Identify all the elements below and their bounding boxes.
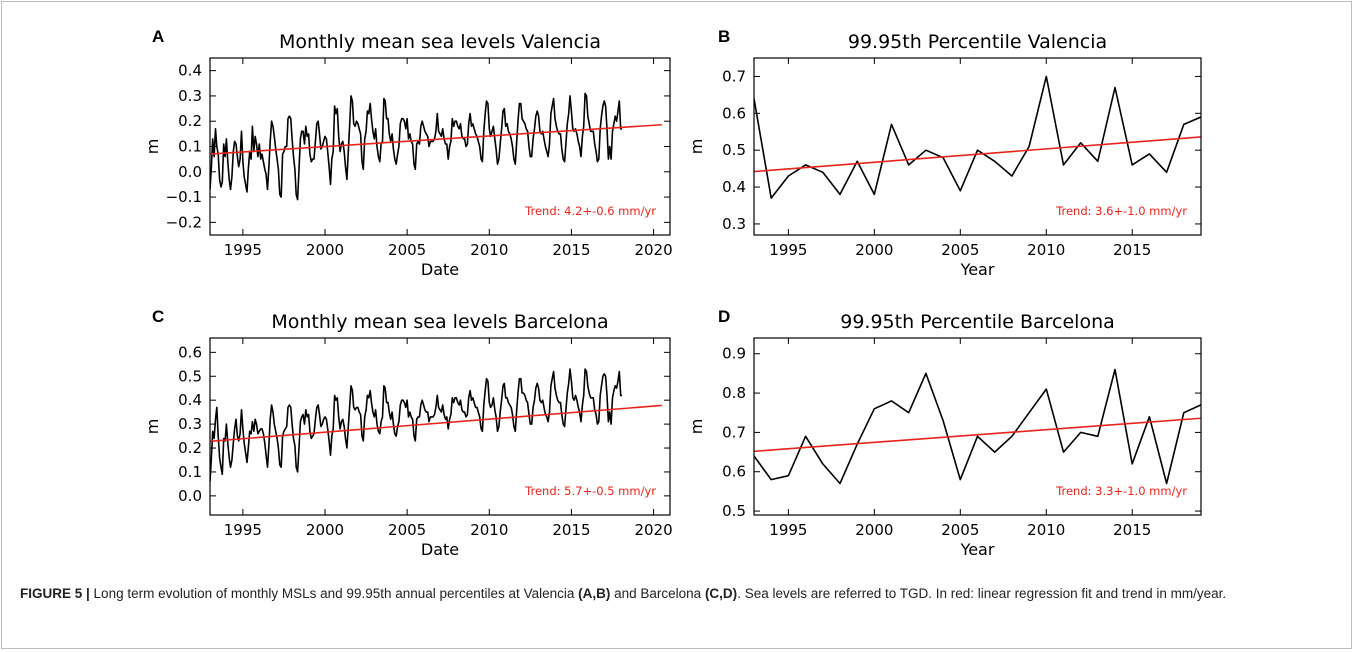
panel-d-ylabel: m [687, 419, 706, 435]
panel-d-ytick-label-3: 0.8 [722, 384, 746, 402]
panel-d-xlabel: Year [960, 540, 995, 559]
caption-ref-2: (C,D) [704, 586, 738, 601]
panel-d-ytick-label-2: 0.7 [722, 423, 746, 441]
caption-text-3: . Sea levels are referred to TGD. In red… [737, 586, 1227, 601]
panel-c-ytick-label-6: 0.6 [178, 343, 202, 361]
caption-ref-1: (A,B) [578, 586, 611, 601]
caption-text-2: and Barcelona [610, 586, 705, 601]
panel-c-axes-frame [209, 337, 671, 516]
panel-a-xtick-label-3: 2010 [470, 241, 508, 259]
panel-b-chart: B 99.95th Percentile Valencia 1995 2000 2005… [687, 27, 1202, 279]
panel-a-xlabel: Date [421, 260, 459, 279]
panel-a-ytick-label-3: 0.1 [178, 138, 202, 156]
panel-a-xtick-label-2: 2005 [388, 241, 426, 259]
panel-a-ytick-label-0: −0.2 [166, 213, 202, 231]
panel-a-chart: A Monthly mean sea levels Valencia 1995 200… [143, 27, 673, 279]
panel-d-series-line-0 [754, 368, 1201, 485]
panel-d-label: D [718, 307, 730, 326]
panel-c-trend-label: Trend: 5.7+-0.5 mm/yr [524, 484, 656, 498]
panel-a-ytick-label-6: 0.4 [178, 62, 202, 80]
panel-a-series-line-0 [210, 92, 623, 201]
panel-c-fit-line [210, 404, 662, 443]
panel-b-axes-frame [753, 57, 1202, 236]
panel-c-ytick-label-4: 0.4 [178, 391, 202, 409]
caption-text-1: Long term evolution of monthly MSLs and … [89, 586, 579, 601]
panel-c-chart: C Monthly mean sea levels Barcelona 1995 20… [143, 307, 673, 559]
panel-b-xtick-label-1: 2000 [855, 241, 893, 259]
panel-a-trend-label: Trend: 4.2+-0.6 mm/yr [524, 204, 656, 218]
panel-c-xtick-label-0: 1995 [224, 521, 262, 539]
panel-b-xtick-label-2: 2005 [941, 241, 979, 259]
panel-c-xtick-label-2: 2005 [388, 521, 426, 539]
panel-a-xtick-label-4: 2015 [552, 241, 590, 259]
panel-c-ytick-label-3: 0.3 [178, 415, 202, 433]
panel-a-fit-line [210, 123, 662, 155]
panel-a-ytick-label-2: 0.0 [178, 163, 202, 181]
panel-b-xtick-label-4: 2015 [1113, 241, 1151, 259]
panel-c-xtick-label-3: 2010 [470, 521, 508, 539]
panel-c-xtick-label-5: 2020 [634, 521, 672, 539]
panel-c-label: C [152, 307, 164, 326]
panel-c-title: Monthly mean sea levels Barcelona [271, 311, 608, 333]
panel-b-ytick-label-1: 0.4 [722, 178, 746, 196]
panel-b-fit-line [754, 136, 1201, 173]
panel-b-trend-label: Trend: 3.6+-1.0 mm/yr [1055, 204, 1187, 218]
panel-b-ylabel: m [687, 139, 706, 155]
panel-d-xtick-label-2: 2005 [941, 521, 979, 539]
panel-d-fit-line [754, 417, 1201, 453]
panel-d-xtick-label-3: 2010 [1027, 521, 1065, 539]
panel-d-xtick-label-4: 2015 [1113, 521, 1151, 539]
panel-a-ytick-label-5: 0.3 [178, 87, 202, 105]
panel-d-xtick-label-1: 2000 [855, 521, 893, 539]
panel-c-xlabel: Date [421, 540, 459, 559]
panel-a-xtick-label-5: 2020 [634, 241, 672, 259]
panel-a-ylabel: m [143, 139, 162, 155]
panel-b-xlabel: Year [960, 260, 995, 279]
caption-label: FIGURE 5 | [20, 586, 90, 601]
panel-c-ytick-label-5: 0.5 [178, 367, 202, 385]
panel-d-chart: D 99.95th Percentile Barcelona 1995 2000 200… [687, 307, 1202, 559]
panel-d-axes-frame [753, 337, 1202, 516]
panel-a-xtick-label-0: 1995 [224, 241, 262, 259]
panel-d-ytick-label-4: 0.9 [722, 345, 746, 363]
panel-d-trend-label: Trend: 3.3+-1.0 mm/yr [1055, 484, 1187, 498]
panel-c-ytick-label-0: 0.0 [178, 487, 202, 505]
panel-c-series-line-0 [210, 368, 623, 482]
panel-a-ytick-label-1: −0.1 [166, 188, 202, 206]
panel-a-xtick-label-1: 2000 [306, 241, 344, 259]
panel-a-label: A [152, 27, 164, 46]
panel-d-ytick-label-0: 0.5 [722, 502, 746, 520]
panel-b-xtick-label-0: 1995 [769, 241, 807, 259]
panel-b-ytick-label-2: 0.5 [722, 141, 746, 159]
panel-b-label: B [718, 27, 730, 46]
figure-caption: FIGURE 5 | Long term evolution of monthl… [20, 583, 1340, 605]
panel-a-title: Monthly mean sea levels Valencia [279, 31, 601, 53]
panel-b-xtick-label-3: 2010 [1027, 241, 1065, 259]
panel-a-ytick-label-4: 0.2 [178, 112, 202, 130]
panel-d-xtick-label-0: 1995 [769, 521, 807, 539]
panel-c-ylabel: m [143, 419, 162, 435]
panel-d-ytick-label-1: 0.6 [722, 463, 746, 481]
panel-b-series-line-0 [754, 75, 1201, 199]
panel-d-title: 99.95th Percentile Barcelona [840, 311, 1115, 333]
panel-b-title: 99.95th Percentile Valencia [848, 31, 1107, 53]
panel-c-ytick-label-1: 0.1 [178, 463, 202, 481]
panel-c-xtick-label-4: 2015 [552, 521, 590, 539]
panel-c-xtick-label-1: 2000 [306, 521, 344, 539]
panel-b-ytick-label-3: 0.6 [722, 104, 746, 122]
panel-b-ytick-label-4: 0.7 [722, 67, 746, 85]
panel-b-ytick-label-0: 0.3 [722, 215, 746, 233]
panel-c-ytick-label-2: 0.2 [178, 439, 202, 457]
